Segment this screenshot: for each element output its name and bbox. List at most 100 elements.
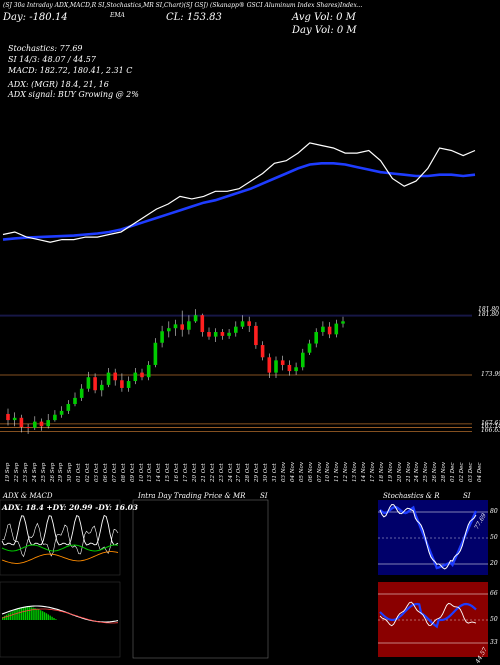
price-label: 167.14	[481, 423, 500, 431]
price-label: 181.80	[478, 311, 499, 319]
candle-body	[314, 332, 318, 344]
stoch-d-line	[379, 505, 478, 570]
macd-readout: MACD: 182.72, 180.41, 2.31 C	[8, 66, 133, 75]
macd-hist-bar	[36, 608, 38, 620]
macd-hist-bar	[3, 615, 6, 620]
date-label: 03 Oct	[94, 463, 100, 482]
stoch-k-line	[379, 503, 477, 570]
macd-hist-bar	[7, 613, 10, 620]
macd-hist-bar	[30, 607, 32, 620]
candle-body	[12, 417, 17, 421]
macd-hist-bar	[2, 617, 4, 620]
candle-body	[280, 360, 285, 365]
candle-body	[240, 321, 245, 327]
candle-body	[153, 342, 158, 365]
candle-body	[46, 420, 50, 427]
macd-hist-bar	[11, 611, 13, 620]
macd-hist-bar	[5, 614, 8, 620]
date-label: 13 Nov	[352, 462, 359, 482]
candle-body	[267, 357, 272, 373]
intraday-panel	[132, 499, 269, 659]
macd-hist-bar	[40, 610, 42, 620]
macd-hist-bar	[41, 611, 44, 620]
macd-hist-bar	[34, 608, 36, 620]
date-label: 31 Oct	[272, 463, 278, 482]
macd-line	[1, 605, 119, 623]
date-label: 26 Nov	[432, 462, 439, 482]
price-label: 167.61	[481, 419, 500, 427]
date-label: 25 Sep	[40, 462, 47, 482]
date-label: 26 Sep	[49, 462, 56, 482]
macd-hist-bar	[38, 609, 40, 620]
date-label: 10 Nov	[325, 462, 332, 482]
price-label: 173.99	[481, 370, 500, 378]
candle-body	[207, 332, 211, 337]
candle-body	[301, 352, 305, 368]
candle-body	[334, 323, 339, 335]
candle-body	[274, 360, 278, 373]
macd-signal-line	[1, 608, 119, 624]
price-layer	[2, 142, 476, 243]
candle-body	[26, 426, 30, 428]
candle-body	[213, 332, 218, 337]
macd-hist-bar	[45, 613, 48, 620]
macd-panel	[0, 581, 121, 658]
candle-body	[167, 328, 171, 332]
date-label: 28 Nov	[441, 462, 448, 482]
date-label: 12 Nov	[343, 462, 350, 482]
adx-signal-readout: ADX signal: BUY Growing @ 2%	[8, 90, 139, 99]
rsi-value-label: 44.57	[474, 646, 489, 665]
date-label: 22 Oct	[209, 463, 216, 482]
macd-hist-bar	[24, 607, 27, 620]
date-label: 18 Nov	[378, 462, 385, 482]
candle-body	[86, 377, 91, 389]
date-label: 27 Oct	[236, 463, 243, 482]
header-line: (SJ 30a Intraday ADX,MACD,R SI,Stochasti…	[3, 2, 363, 9]
macd-hist-bar	[22, 607, 25, 620]
candle-body	[53, 414, 57, 421]
macd-hist-bar	[9, 612, 11, 620]
candle-body	[341, 321, 345, 324]
stoch-level-80: 80	[490, 508, 498, 515]
candle-body	[307, 343, 312, 353]
date-label: 02 Oct	[85, 463, 92, 482]
candle-body	[260, 345, 265, 358]
rsi-smooth-line	[379, 602, 477, 629]
date-label: 15 Oct	[165, 463, 172, 482]
date-label: 03 Nov	[280, 462, 287, 482]
date-label: 17 Oct	[183, 463, 189, 482]
candle-body	[59, 410, 64, 415]
adx-readout: ADX: (MGR) 18.4, 21, 16	[8, 80, 109, 89]
date-label: 01 Dec	[450, 462, 456, 483]
rsi-level-50: 50	[490, 616, 498, 623]
date-label: 23 Sep	[22, 462, 29, 482]
stoch-level-50: 50	[490, 534, 498, 541]
date-label: 21 Oct	[200, 463, 207, 482]
day-value: -180.14	[29, 12, 68, 23]
rsi-line	[379, 601, 477, 627]
stoch-level-20: 20	[490, 560, 498, 567]
macd-hist-bar	[32, 607, 34, 620]
candle-body	[146, 364, 151, 378]
date-label: 29 Oct	[254, 463, 261, 482]
date-label: 09 Oct	[129, 463, 136, 482]
macd-hist-bar	[53, 617, 55, 620]
stoch-panel-title: Stochastics & R	[383, 492, 440, 500]
date-label: 02 Dec	[458, 462, 465, 483]
candle-body	[120, 380, 124, 388]
date-label: 22 Sep	[13, 462, 20, 482]
date-label: 05 Nov	[298, 462, 305, 482]
candle-body	[247, 321, 251, 326]
candle-body	[160, 331, 164, 343]
date-label: 23 Oct	[218, 463, 225, 482]
candle-body	[294, 367, 298, 372]
adx-panel-title: ADX & MACD	[3, 492, 53, 500]
macd-hist-bar	[26, 607, 29, 620]
date-label: 30 Oct	[263, 463, 270, 482]
candle-body	[133, 372, 138, 382]
date-label: 06 Oct	[102, 463, 109, 482]
adx-signal-line	[1, 544, 119, 552]
date-label: 19 Sep	[5, 462, 11, 482]
macd-hist-bar	[47, 614, 49, 620]
price-label: 166.63	[481, 427, 500, 435]
